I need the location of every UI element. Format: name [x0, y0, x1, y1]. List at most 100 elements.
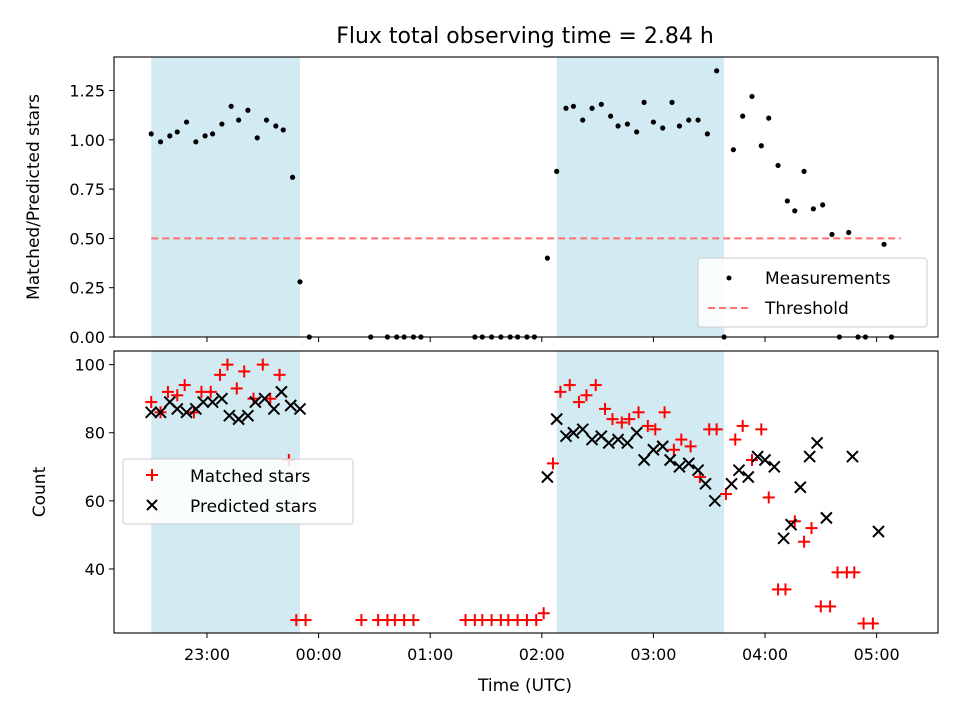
matched-stars-point [214, 368, 227, 381]
matched-stars-point [238, 365, 251, 378]
predicted-stars-point [691, 463, 705, 477]
predicted-stars-point [751, 450, 764, 463]
measurement-point [544, 255, 550, 261]
matched-stars-point [530, 614, 543, 627]
measurement-point [775, 162, 781, 169]
predicted-stars-point [241, 409, 255, 422]
bottom-panel-marks [144, 358, 885, 630]
measurement-point [758, 143, 764, 149]
y-tick-label: 0.50 [69, 229, 105, 248]
matched-stars-point [178, 379, 191, 392]
predicted-stars-point [784, 518, 798, 531]
measurement-point [820, 202, 826, 208]
top-panel-y-axis: 0.00 0.25 0.50 0.75 1.00 1.25 [69, 82, 114, 347]
matched-stars-point [649, 423, 662, 436]
measurement-point [236, 117, 242, 123]
matched-stars-point [848, 566, 861, 579]
predicted-stars-point [872, 525, 885, 538]
matched-stars-point [667, 443, 680, 456]
matched-stars-point [762, 491, 775, 504]
bottom-panel-legend: Matched stars Predicted stars [122, 458, 354, 525]
predicted-stars-point [559, 429, 573, 443]
matched-stars-point [755, 423, 768, 436]
matched-stars-point [230, 382, 243, 395]
predicted-stars-point [732, 463, 746, 477]
bottom-panel-y-axis: 40 60 80 100 [74, 356, 114, 579]
top-panel: 0.00 0.25 0.50 0.75 1.00 1.25 Matched/Predict… [24, 56, 939, 347]
y-tick-label: 0.75 [69, 180, 105, 199]
predicted-stars-point [647, 443, 660, 456]
predicted-stars-point [275, 385, 288, 399]
matched-stars-point [798, 535, 811, 548]
measurement-point [730, 147, 736, 153]
predicted-stars-point [794, 481, 807, 494]
matched-stars-point [805, 522, 818, 535]
matched-stars-point [684, 440, 697, 453]
y-tick-label: 80 [85, 424, 105, 443]
measurements-legend-marker [726, 275, 732, 281]
predicted-stars-point [215, 392, 229, 405]
predicted-stars-point [725, 477, 738, 491]
predicted-stars-point [656, 440, 669, 453]
bottom-panel: 40 60 80 100 23:00 00:00 01:00 02:00 03:00 04:00… [30, 350, 939, 664]
matched-stars-point [554, 385, 567, 398]
measurement-point [766, 115, 772, 121]
measurement-point [167, 133, 173, 139]
y-tick-label: 0.25 [69, 279, 105, 298]
shaded-interval [151, 57, 301, 337]
measurement-point [297, 279, 303, 285]
measurement-point [740, 113, 746, 119]
matched-stars-point [256, 358, 269, 371]
matched-stars-legend-label: Matched stars [190, 467, 310, 487]
matched-stars-point [580, 389, 593, 402]
top-panel-y-label: Matched/Predicted stars [24, 94, 44, 300]
matched-stars-point [719, 488, 732, 501]
matched-stars-point [264, 392, 277, 405]
matched-stars-point [623, 413, 636, 426]
measurement-point [829, 231, 835, 238]
matched-stars-point [407, 614, 420, 627]
matched-stars-point [615, 416, 628, 429]
measurement-point [792, 208, 798, 214]
matched-stars-point [221, 358, 234, 371]
measurement-point [202, 133, 208, 139]
predicted-stars-point [223, 409, 236, 422]
measurement-point [624, 121, 630, 127]
measurement-point [193, 139, 199, 145]
measurement-point [273, 123, 279, 129]
predicted-stars-point [708, 494, 722, 508]
measurement-point [219, 121, 225, 127]
measurement-point [563, 105, 569, 111]
x-tick-label: 00:00 [296, 645, 342, 664]
matched-stars-point [658, 406, 671, 419]
measurement-point [704, 131, 710, 137]
shaded-interval [556, 351, 725, 633]
predicted-stars-point [206, 395, 219, 409]
matched-stars-point [729, 433, 742, 446]
predicted-stars-point [550, 412, 563, 426]
predicted-stars-point [602, 436, 615, 450]
matched-stars-point [161, 385, 174, 398]
top-panel-legend: Measurements Threshold [697, 257, 928, 328]
matched-stars-point [537, 607, 550, 620]
y-tick-label: 100 [74, 356, 105, 375]
matched-stars-point [171, 389, 184, 402]
matched-stars-point [145, 396, 158, 409]
legend-box [122, 458, 354, 525]
predicted-stars-point [742, 470, 755, 484]
matched-stars-point [299, 614, 312, 627]
measurement-point [641, 99, 647, 105]
measurement-point [598, 101, 604, 107]
x-tick-label: 03:00 [630, 645, 676, 664]
measurement-point [669, 99, 675, 105]
matched-stars-point [573, 396, 586, 409]
measurement-point [714, 68, 720, 74]
matched-stars-point [204, 385, 217, 398]
x-tick-label: 05:00 [854, 645, 900, 664]
measurement-point [157, 139, 164, 145]
predicted-stars-point [180, 406, 193, 419]
measurement-point [589, 105, 595, 111]
predicted-stars-point [249, 395, 262, 409]
